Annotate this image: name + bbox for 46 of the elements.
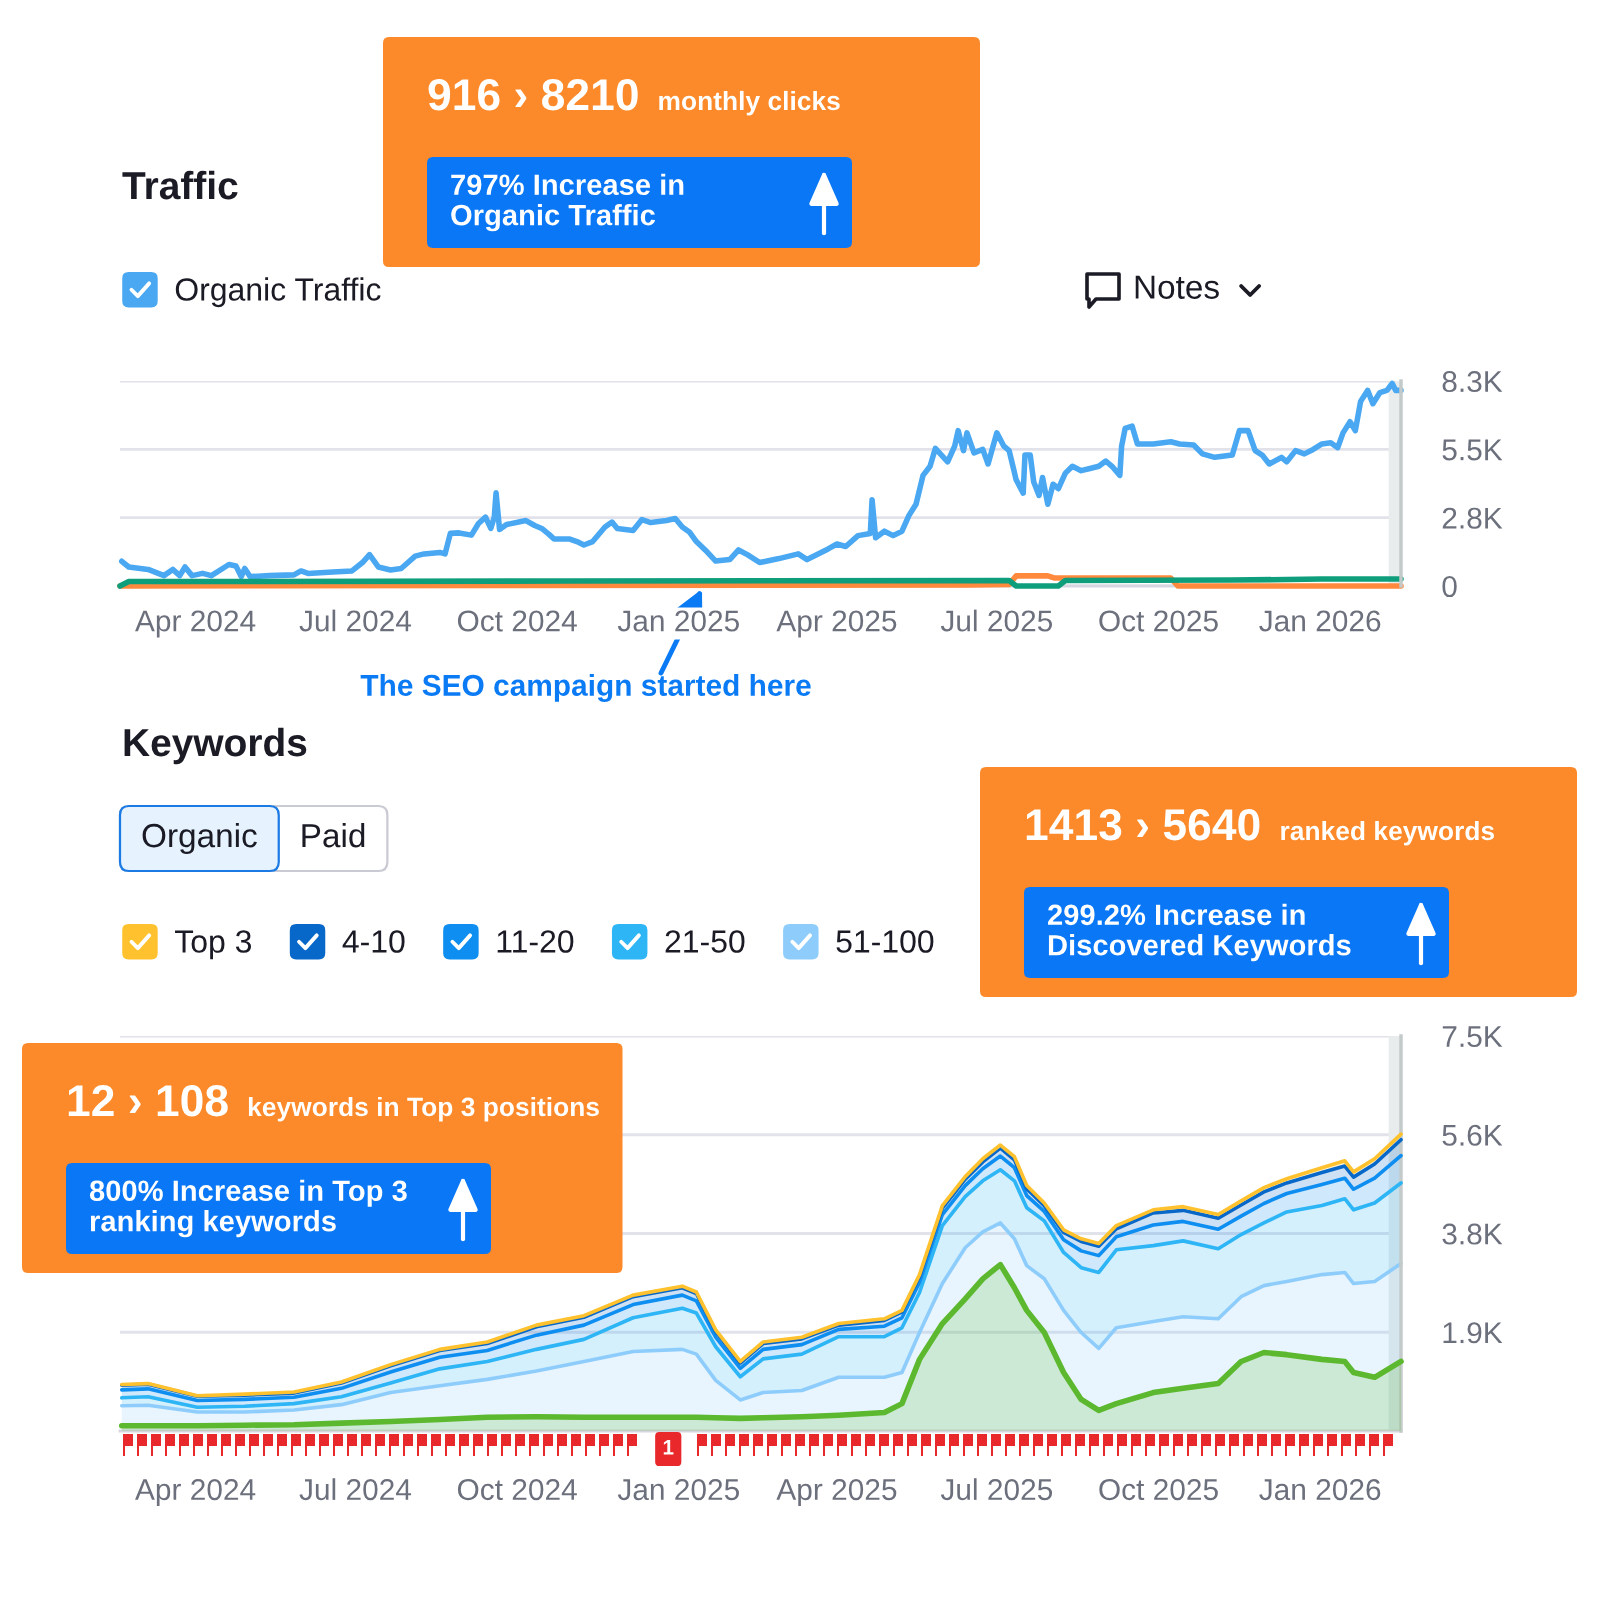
x-tick-label: Apr 2024 [135, 1479, 256, 1507]
legend-label: Top 3 [175, 930, 252, 960]
legend-label: 4-10 [342, 930, 405, 953]
y-tick-label: 2.8K [1442, 507, 1503, 529]
x-tick-label: Jan 2026 [1259, 610, 1381, 632]
x-tick-label: Apr 2025 [776, 610, 897, 638]
y-tick-label: 7.5K [1442, 1026, 1503, 1048]
chart-title: Keywords [124, 727, 307, 765]
x-tick-label: Jan 2026 [1259, 1479, 1381, 1501]
x-tick-label: Jan 2025 [617, 1479, 739, 1501]
y-tick-label: 0 [1442, 575, 1457, 598]
y-tick-label: 3.8K [1442, 1223, 1503, 1245]
x-tick-label: Oct 2025 [1099, 610, 1218, 632]
x-tick-label: Jul 2024 [299, 609, 412, 632]
x-tick-label: Apr 2025 [776, 1479, 897, 1507]
annotation: keywords in Top 3 positions [248, 1096, 599, 1122]
y-tick-label: 5.6K [1442, 1124, 1503, 1146]
text: 1413 › 5640 [1026, 808, 1260, 841]
text: 299.2% Increase in Discovered Keywords [1048, 903, 1351, 962]
x-tick-label: Apr 2024 [135, 610, 256, 638]
annotation: 1 [663, 1440, 674, 1455]
text: ranked keywords [1281, 820, 1495, 846]
text: The SEO campaign started here [360, 674, 811, 702]
y-tick-label: 1.9K [1443, 1322, 1503, 1344]
x-tick-label: Jul 2024 [299, 1478, 412, 1501]
x-tick-label: Jan 2025 [617, 610, 739, 632]
text: Notes [1135, 275, 1219, 299]
x-tick-label: Oct 2024 [457, 1479, 577, 1501]
chart-title: Traffic [122, 170, 238, 200]
text: Paid [302, 822, 365, 848]
legend-label: 11-20 [497, 930, 574, 953]
text: 797% Increase in Organic Traffic [451, 173, 684, 232]
annotation: 800% Increase in Top 3 ranking keywords [89, 1179, 407, 1238]
y-tick-label: 8.3K [1442, 370, 1503, 393]
legend-label: 51-100 [836, 930, 934, 953]
annotation: 12 › 108 [68, 1084, 228, 1117]
legend-label: 21-50 [665, 930, 745, 953]
x-tick-label: Jul 2025 [940, 609, 1053, 632]
text: 916 › 8210 [428, 78, 638, 111]
text: Organic [142, 822, 257, 855]
x-tick-label: Oct 2025 [1099, 1479, 1218, 1501]
text: monthly clicks [659, 90, 840, 116]
x-tick-label: Oct 2024 [457, 610, 577, 632]
y-tick-label: 5.5K [1442, 439, 1503, 461]
legend-label: Organic Traffic [175, 277, 381, 308]
x-tick-label: Jul 2025 [940, 1478, 1053, 1501]
